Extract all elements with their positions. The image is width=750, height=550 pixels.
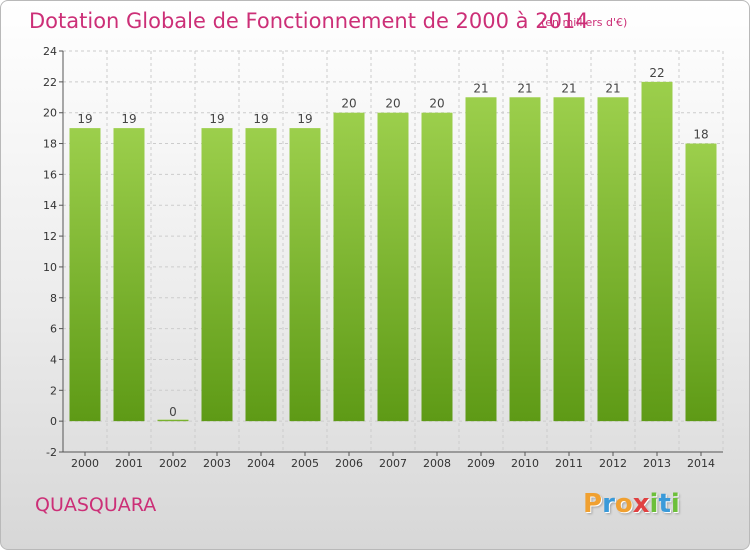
logo-letter: i	[670, 489, 680, 519]
y-tick-label: -2	[46, 446, 57, 459]
logo-letter: x	[632, 489, 650, 519]
logo-letter: i	[649, 489, 659, 519]
x-tick-label: 2011	[555, 457, 583, 470]
value-label: 21	[561, 81, 576, 95]
y-tick-label: 10	[43, 261, 57, 274]
bar-2011	[553, 97, 585, 422]
value-label: 20	[385, 97, 400, 111]
bar-2000	[69, 128, 101, 422]
y-tick-label: 4	[50, 353, 57, 366]
y-tick-label: 14	[43, 199, 57, 212]
y-tick-label: 0	[50, 415, 57, 428]
value-label: 20	[429, 97, 444, 111]
labels: -202468101214161820222419200019200102002…	[43, 45, 715, 470]
bar-2005	[289, 128, 321, 422]
value-label: 0	[169, 405, 177, 419]
value-label: 19	[253, 112, 268, 126]
bar-2002	[157, 419, 189, 422]
value-label: 20	[341, 97, 356, 111]
x-tick-label: 2009	[467, 457, 495, 470]
bar-2009	[465, 97, 497, 422]
logo-letter: t	[658, 489, 671, 519]
proxiti-logo[interactable]: Proxiti	[583, 489, 680, 519]
value-label: 18	[693, 128, 708, 142]
bar-2001	[113, 128, 145, 422]
value-label: 19	[297, 112, 312, 126]
commune-name: QUASQUARA	[35, 494, 157, 516]
chart-unit: (en milliers d'€)	[541, 16, 628, 29]
bar-2008	[421, 112, 453, 422]
chart-title: Dotation Globale de Fonctionnement de 20…	[29, 9, 589, 33]
bar-2012	[597, 97, 629, 422]
x-tick-label: 2007	[379, 457, 407, 470]
x-tick-label: 2012	[599, 457, 627, 470]
x-tick-label: 2001	[115, 457, 143, 470]
bar-2004	[245, 128, 277, 422]
x-tick-label: 2003	[203, 457, 231, 470]
y-tick-label: 18	[43, 138, 57, 151]
logo-letter: o	[614, 489, 633, 519]
y-tick-label: 6	[50, 323, 57, 336]
x-tick-label: 2002	[159, 457, 187, 470]
x-tick-label: 2013	[643, 457, 671, 470]
x-tick-label: 2010	[511, 457, 539, 470]
x-tick-label: 2008	[423, 457, 451, 470]
y-tick-label: 22	[43, 76, 57, 89]
x-tick-label: 2005	[291, 457, 319, 470]
y-tick-label: 16	[43, 168, 57, 181]
y-tick-label: 8	[50, 292, 57, 305]
value-label: 19	[121, 112, 136, 126]
x-tick-label: 2004	[247, 457, 275, 470]
value-label: 21	[605, 81, 620, 95]
bars	[69, 81, 717, 422]
x-tick-label: 2014	[687, 457, 715, 470]
logo-letter: r	[602, 489, 615, 519]
logo-letter: P	[583, 489, 603, 519]
bar-2013	[641, 81, 673, 422]
bar-2003	[201, 128, 233, 422]
value-label: 22	[649, 66, 664, 80]
axes	[59, 50, 723, 456]
bar-2014	[685, 143, 717, 422]
y-tick-label: 2	[50, 384, 57, 397]
y-tick-label: 20	[43, 107, 57, 120]
value-label: 21	[517, 81, 532, 95]
value-label: 19	[77, 112, 92, 126]
value-label: 19	[209, 112, 224, 126]
bar-2010	[509, 97, 541, 422]
x-tick-label: 2000	[71, 457, 99, 470]
y-tick-label: 24	[43, 45, 57, 58]
bar-2006	[333, 112, 365, 422]
bar-2007	[377, 112, 409, 422]
y-tick-label: 12	[43, 230, 57, 243]
value-label: 21	[473, 81, 488, 95]
x-tick-label: 2006	[335, 457, 363, 470]
